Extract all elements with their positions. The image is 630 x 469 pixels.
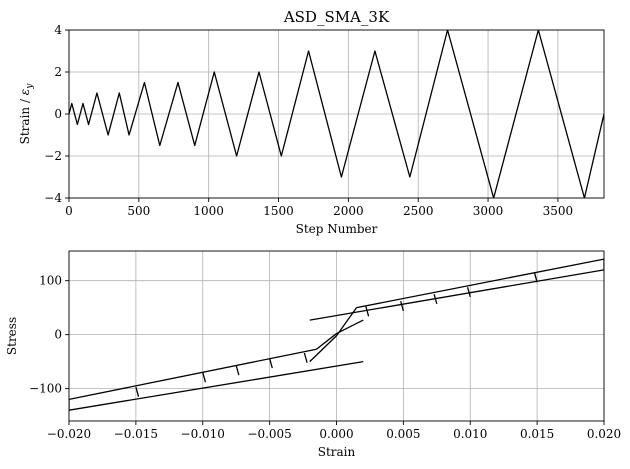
- x-tick-label: −0.020: [47, 427, 91, 441]
- series-line-12: [533, 272, 538, 283]
- y-axis-label-symbol: ε: [18, 89, 32, 95]
- series-line-15: [235, 365, 240, 376]
- x-tick-label: 3500: [543, 204, 574, 218]
- x-tick-label: 0.015: [520, 427, 554, 441]
- series-line-0: [69, 30, 604, 198]
- x-tick-label: −0.015: [114, 427, 158, 441]
- y-tick-label: 4: [54, 23, 62, 37]
- x-tick-label: 3000: [473, 204, 504, 218]
- x-tick-label: 0.010: [453, 427, 487, 441]
- series-line-2: [69, 360, 364, 411]
- strain-history-chart: 0 500 1000 1500 2000 2500 3000 3500 −4 −2 0 2 4 ASD_S…: [18, 8, 605, 236]
- y-axis-label: Stress: [5, 317, 19, 355]
- x-tick-label: 0: [65, 204, 73, 218]
- series-line-3: [69, 348, 317, 401]
- y-tick-label: 0: [54, 107, 62, 121]
- x-tick-label: 1500: [263, 204, 294, 218]
- y-tick-label: −2: [44, 149, 62, 163]
- series-line-11: [466, 286, 471, 298]
- x-tick-label: 2000: [333, 204, 364, 218]
- series-group: [69, 258, 604, 411]
- series-line-4: [309, 307, 358, 363]
- y-axis-label-main: Strain /: [18, 95, 32, 144]
- series-line-1: [356, 258, 604, 309]
- x-tick-label: 2500: [403, 204, 434, 218]
- x-tick-label: −0.010: [181, 427, 225, 441]
- y-axis-label-subscript: y: [25, 83, 35, 90]
- y-tick-label: 2: [54, 65, 62, 79]
- series-line-13: [303, 352, 308, 363]
- series-line-17: [135, 386, 140, 397]
- x-tick-label: −0.005: [247, 427, 291, 441]
- y-tick-label: −4: [44, 191, 62, 205]
- series-line-8: [365, 306, 370, 317]
- stress-strain-chart: −0.020 −0.015 −0.010 −0.005 0.000 0.005 0.010 0…: [5, 250, 621, 459]
- series-line-10: [433, 293, 438, 305]
- x-tick-label: 0.020: [587, 427, 621, 441]
- x-tick-label: 0.005: [386, 427, 420, 441]
- series-line-0: [309, 269, 604, 321]
- x-axis-label: Step Number: [296, 222, 378, 236]
- series-line-5: [316, 319, 364, 350]
- y-tick-label: 100: [39, 274, 62, 288]
- x-tick-label: 500: [127, 204, 150, 218]
- x-tick-label: 0.000: [319, 427, 353, 441]
- chart-title: ASD_SMA_3K: [283, 8, 390, 26]
- y-axis-label: Strain / εy: [18, 83, 35, 145]
- x-tick-label: 1000: [193, 204, 224, 218]
- series-line-16: [202, 372, 207, 383]
- series-line-14: [269, 358, 273, 369]
- series-line-9: [400, 301, 405, 312]
- y-tick-label: 0: [54, 328, 62, 342]
- y-tick-label: −100: [29, 382, 62, 396]
- series-group: [69, 30, 604, 198]
- x-axis-label: Strain: [318, 445, 356, 459]
